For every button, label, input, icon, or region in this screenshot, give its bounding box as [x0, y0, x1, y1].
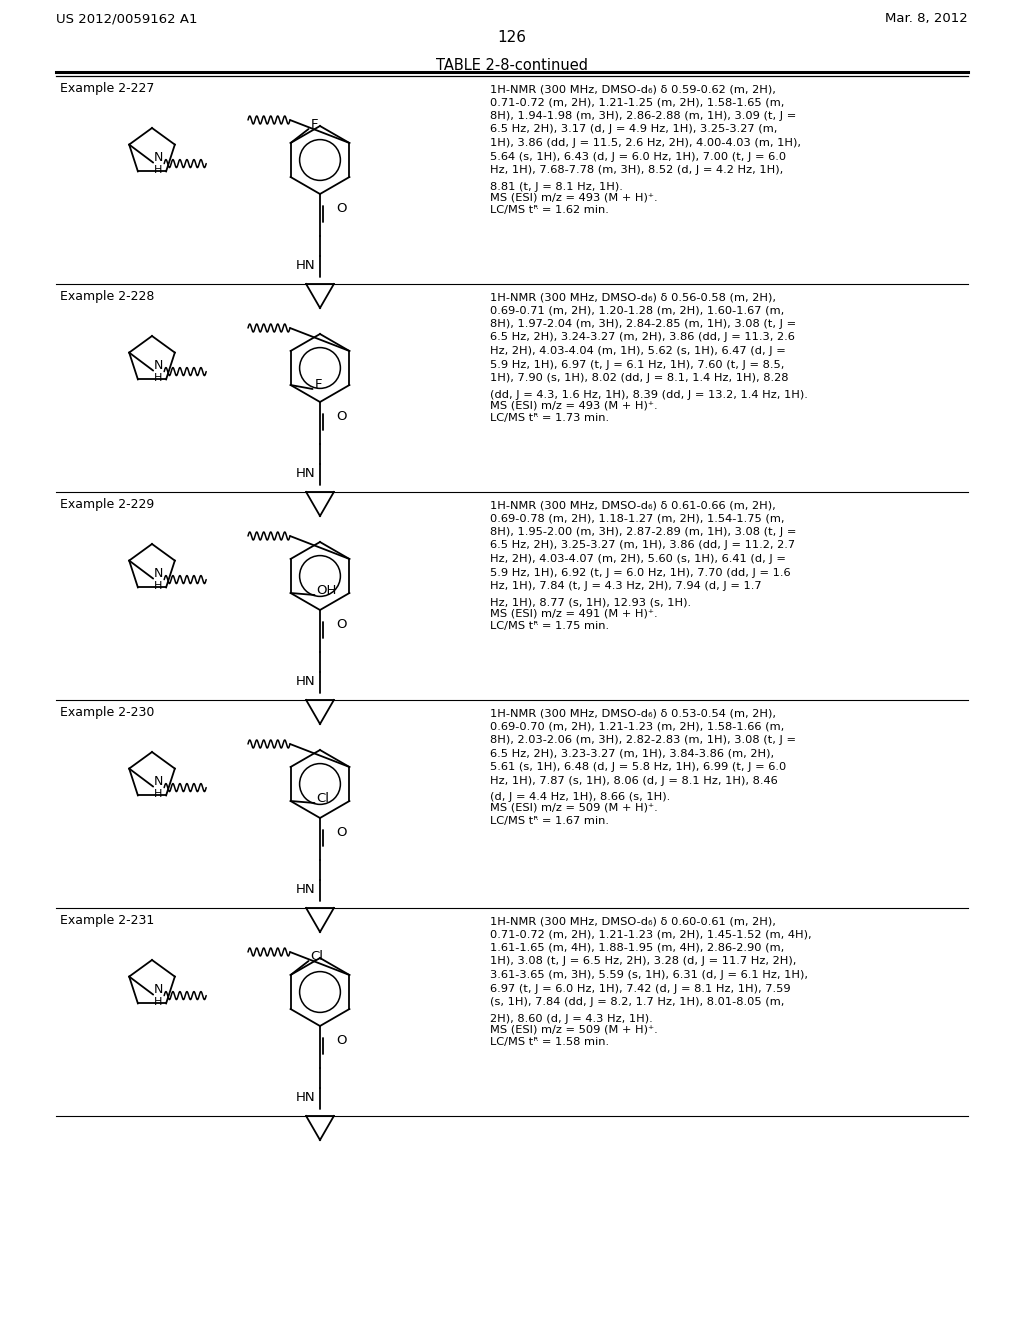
Text: 1H), 3.86 (dd, J = 11.5, 2.6 Hz, 2H), 4.00-4.03 (m, 1H),: 1H), 3.86 (dd, J = 11.5, 2.6 Hz, 2H), 4.…: [490, 139, 801, 148]
Text: MS (ESI) m/z = 493 (M + H)⁺.: MS (ESI) m/z = 493 (M + H)⁺.: [490, 191, 657, 202]
Text: 8H), 2.03-2.06 (m, 3H), 2.82-2.83 (m, 1H), 3.08 (t, J =: 8H), 2.03-2.06 (m, 3H), 2.82-2.83 (m, 1H…: [490, 735, 796, 744]
Text: HN: HN: [296, 259, 315, 272]
Text: Example 2-227: Example 2-227: [60, 82, 155, 95]
Text: Hz, 1H), 7.87 (s, 1H), 8.06 (d, J = 8.1 Hz, 1H), 8.46: Hz, 1H), 7.87 (s, 1H), 8.06 (d, J = 8.1 …: [490, 776, 778, 785]
Text: 1H), 7.90 (s, 1H), 8.02 (dd, J = 8.1, 1.4 Hz, 1H), 8.28: 1H), 7.90 (s, 1H), 8.02 (dd, J = 8.1, 1.…: [490, 374, 788, 383]
Text: Hz, 1H), 7.68-7.78 (m, 3H), 8.52 (d, J = 4.2 Hz, 1H),: Hz, 1H), 7.68-7.78 (m, 3H), 8.52 (d, J =…: [490, 165, 783, 176]
Text: 8H), 1.94-1.98 (m, 3H), 2.86-2.88 (m, 1H), 3.09 (t, J =: 8H), 1.94-1.98 (m, 3H), 2.86-2.88 (m, 1H…: [490, 111, 797, 121]
Text: Example 2-229: Example 2-229: [60, 498, 155, 511]
Text: H: H: [155, 165, 163, 174]
Text: LC/MS tᴿ = 1.73 min.: LC/MS tᴿ = 1.73 min.: [490, 413, 609, 424]
Text: 6.5 Hz, 2H), 3.25-3.27 (m, 1H), 3.86 (dd, J = 11.2, 2.7: 6.5 Hz, 2H), 3.25-3.27 (m, 1H), 3.86 (dd…: [490, 540, 795, 550]
Text: LC/MS tᴿ = 1.67 min.: LC/MS tᴿ = 1.67 min.: [490, 816, 609, 826]
Text: 6.5 Hz, 2H), 3.17 (d, J = 4.9 Hz, 1H), 3.25-3.27 (m,: 6.5 Hz, 2H), 3.17 (d, J = 4.9 Hz, 1H), 3…: [490, 124, 777, 135]
Text: 2H), 8.60 (d, J = 4.3 Hz, 1H).: 2H), 8.60 (d, J = 4.3 Hz, 1H).: [490, 1014, 652, 1023]
Text: Hz, 1H), 8.77 (s, 1H), 12.93 (s, 1H).: Hz, 1H), 8.77 (s, 1H), 12.93 (s, 1H).: [490, 598, 691, 607]
Text: HN: HN: [296, 467, 315, 480]
Text: H: H: [155, 788, 163, 799]
Text: O: O: [336, 619, 346, 631]
Text: Hz, 2H), 4.03-4.07 (m, 2H), 5.60 (s, 1H), 6.41 (d, J =: Hz, 2H), 4.03-4.07 (m, 2H), 5.60 (s, 1H)…: [490, 554, 785, 564]
Text: MS (ESI) m/z = 509 (M + H)⁺.: MS (ESI) m/z = 509 (M + H)⁺.: [490, 803, 657, 813]
Text: O: O: [336, 1035, 346, 1048]
Text: H: H: [155, 581, 163, 590]
Text: MS (ESI) m/z = 509 (M + H)⁺.: MS (ESI) m/z = 509 (M + H)⁺.: [490, 1024, 657, 1034]
Text: 6.5 Hz, 2H), 3.23-3.27 (m, 1H), 3.84-3.86 (m, 2H),: 6.5 Hz, 2H), 3.23-3.27 (m, 1H), 3.84-3.8…: [490, 748, 774, 759]
Text: N: N: [155, 359, 164, 372]
Text: Hz, 1H), 7.84 (t, J = 4.3 Hz, 2H), 7.94 (d, J = 1.7: Hz, 1H), 7.84 (t, J = 4.3 Hz, 2H), 7.94 …: [490, 581, 762, 591]
Text: 1.61-1.65 (m, 4H), 1.88-1.95 (m, 4H), 2.86-2.90 (m,: 1.61-1.65 (m, 4H), 1.88-1.95 (m, 4H), 2.…: [490, 942, 784, 953]
Text: TABLE 2-8-continued: TABLE 2-8-continued: [436, 58, 588, 73]
Text: Example 2-230: Example 2-230: [60, 706, 155, 719]
Text: 0.71-0.72 (m, 2H), 1.21-1.23 (m, 2H), 1.45-1.52 (m, 4H),: 0.71-0.72 (m, 2H), 1.21-1.23 (m, 2H), 1.…: [490, 929, 812, 940]
Text: LC/MS tᴿ = 1.62 min.: LC/MS tᴿ = 1.62 min.: [490, 206, 609, 215]
Text: 5.9 Hz, 1H), 6.97 (t, J = 6.1 Hz, 1H), 7.60 (t, J = 8.5,: 5.9 Hz, 1H), 6.97 (t, J = 6.1 Hz, 1H), 7…: [490, 359, 784, 370]
Text: 1H-NMR (300 MHz, DMSO-d₆) δ 0.59-0.62 (m, 2H),: 1H-NMR (300 MHz, DMSO-d₆) δ 0.59-0.62 (m…: [490, 84, 776, 94]
Text: F: F: [314, 379, 323, 392]
Text: 8H), 1.97-2.04 (m, 3H), 2.84-2.85 (m, 1H), 3.08 (t, J =: 8H), 1.97-2.04 (m, 3H), 2.84-2.85 (m, 1H…: [490, 319, 796, 329]
Text: 1H-NMR (300 MHz, DMSO-d₆) δ 0.61-0.66 (m, 2H),: 1H-NMR (300 MHz, DMSO-d₆) δ 0.61-0.66 (m…: [490, 500, 776, 510]
Text: 0.69-0.70 (m, 2H), 1.21-1.23 (m, 2H), 1.58-1.66 (m,: 0.69-0.70 (m, 2H), 1.21-1.23 (m, 2H), 1.…: [490, 722, 784, 731]
Text: Cl: Cl: [316, 792, 330, 805]
Text: 8.81 (t, J = 8.1 Hz, 1H).: 8.81 (t, J = 8.1 Hz, 1H).: [490, 181, 623, 191]
Text: LC/MS tᴿ = 1.75 min.: LC/MS tᴿ = 1.75 min.: [490, 622, 609, 631]
Text: 126: 126: [498, 30, 526, 45]
Text: (dd, J = 4.3, 1.6 Hz, 1H), 8.39 (dd, J = 13.2, 1.4 Hz, 1H).: (dd, J = 4.3, 1.6 Hz, 1H), 8.39 (dd, J =…: [490, 389, 808, 400]
Text: 1H-NMR (300 MHz, DMSO-d₆) δ 0.60-0.61 (m, 2H),: 1H-NMR (300 MHz, DMSO-d₆) δ 0.60-0.61 (m…: [490, 916, 776, 927]
Text: 5.61 (s, 1H), 6.48 (d, J = 5.8 Hz, 1H), 6.99 (t, J = 6.0: 5.61 (s, 1H), 6.48 (d, J = 5.8 Hz, 1H), …: [490, 762, 786, 772]
Text: N: N: [155, 568, 164, 579]
Text: 1H-NMR (300 MHz, DMSO-d₆) δ 0.53-0.54 (m, 2H),: 1H-NMR (300 MHz, DMSO-d₆) δ 0.53-0.54 (m…: [490, 708, 776, 718]
Text: (d, J = 4.4 Hz, 1H), 8.66 (s, 1H).: (d, J = 4.4 Hz, 1H), 8.66 (s, 1H).: [490, 792, 671, 803]
Text: MS (ESI) m/z = 493 (M + H)⁺.: MS (ESI) m/z = 493 (M + H)⁺.: [490, 400, 657, 411]
Text: HN: HN: [296, 1092, 315, 1104]
Text: 8H), 1.95-2.00 (m, 3H), 2.87-2.89 (m, 1H), 3.08 (t, J =: 8H), 1.95-2.00 (m, 3H), 2.87-2.89 (m, 1H…: [490, 527, 797, 537]
Text: HN: HN: [296, 675, 315, 688]
Text: 0.69-0.71 (m, 2H), 1.20-1.28 (m, 2H), 1.60-1.67 (m,: 0.69-0.71 (m, 2H), 1.20-1.28 (m, 2H), 1.…: [490, 305, 784, 315]
Text: 6.97 (t, J = 6.0 Hz, 1H), 7.42 (d, J = 8.1 Hz, 1H), 7.59: 6.97 (t, J = 6.0 Hz, 1H), 7.42 (d, J = 8…: [490, 983, 791, 994]
Text: (s, 1H), 7.84 (dd, J = 8.2, 1.7 Hz, 1H), 8.01-8.05 (m,: (s, 1H), 7.84 (dd, J = 8.2, 1.7 Hz, 1H),…: [490, 997, 784, 1007]
Text: 5.64 (s, 1H), 6.43 (d, J = 6.0 Hz, 1H), 7.00 (t, J = 6.0: 5.64 (s, 1H), 6.43 (d, J = 6.0 Hz, 1H), …: [490, 152, 786, 161]
Text: N: N: [155, 983, 164, 997]
Text: 1H-NMR (300 MHz, DMSO-d₆) δ 0.56-0.58 (m, 2H),: 1H-NMR (300 MHz, DMSO-d₆) δ 0.56-0.58 (m…: [490, 292, 776, 302]
Text: Example 2-228: Example 2-228: [60, 290, 155, 304]
Text: LC/MS tᴿ = 1.58 min.: LC/MS tᴿ = 1.58 min.: [490, 1038, 609, 1048]
Text: Example 2-231: Example 2-231: [60, 913, 155, 927]
Text: HN: HN: [296, 883, 315, 896]
Text: 5.9 Hz, 1H), 6.92 (t, J = 6.0 Hz, 1H), 7.70 (dd, J = 1.6: 5.9 Hz, 1H), 6.92 (t, J = 6.0 Hz, 1H), 7…: [490, 568, 791, 578]
Text: H: H: [155, 372, 163, 383]
Text: MS (ESI) m/z = 491 (M + H)⁺.: MS (ESI) m/z = 491 (M + H)⁺.: [490, 609, 657, 618]
Text: Cl: Cl: [310, 950, 324, 964]
Text: Hz, 2H), 4.03-4.04 (m, 1H), 5.62 (s, 1H), 6.47 (d, J =: Hz, 2H), 4.03-4.04 (m, 1H), 5.62 (s, 1H)…: [490, 346, 785, 356]
Text: O: O: [336, 411, 346, 424]
Text: O: O: [336, 202, 346, 215]
Text: 0.71-0.72 (m, 2H), 1.21-1.25 (m, 2H), 1.58-1.65 (m,: 0.71-0.72 (m, 2H), 1.21-1.25 (m, 2H), 1.…: [490, 98, 784, 107]
Text: 1H), 3.08 (t, J = 6.5 Hz, 2H), 3.28 (d, J = 11.7 Hz, 2H),: 1H), 3.08 (t, J = 6.5 Hz, 2H), 3.28 (d, …: [490, 957, 797, 966]
Text: N: N: [155, 150, 164, 164]
Text: O: O: [336, 826, 346, 840]
Text: F: F: [310, 119, 318, 132]
Text: US 2012/0059162 A1: US 2012/0059162 A1: [56, 12, 198, 25]
Text: H: H: [155, 997, 163, 1007]
Text: 6.5 Hz, 2H), 3.24-3.27 (m, 2H), 3.86 (dd, J = 11.3, 2.6: 6.5 Hz, 2H), 3.24-3.27 (m, 2H), 3.86 (dd…: [490, 333, 795, 342]
Text: N: N: [155, 775, 164, 788]
Text: 0.69-0.78 (m, 2H), 1.18-1.27 (m, 2H), 1.54-1.75 (m,: 0.69-0.78 (m, 2H), 1.18-1.27 (m, 2H), 1.…: [490, 513, 784, 524]
Text: Mar. 8, 2012: Mar. 8, 2012: [886, 12, 968, 25]
Text: OH: OH: [316, 585, 337, 598]
Text: 3.61-3.65 (m, 3H), 5.59 (s, 1H), 6.31 (d, J = 6.1 Hz, 1H),: 3.61-3.65 (m, 3H), 5.59 (s, 1H), 6.31 (d…: [490, 970, 808, 979]
